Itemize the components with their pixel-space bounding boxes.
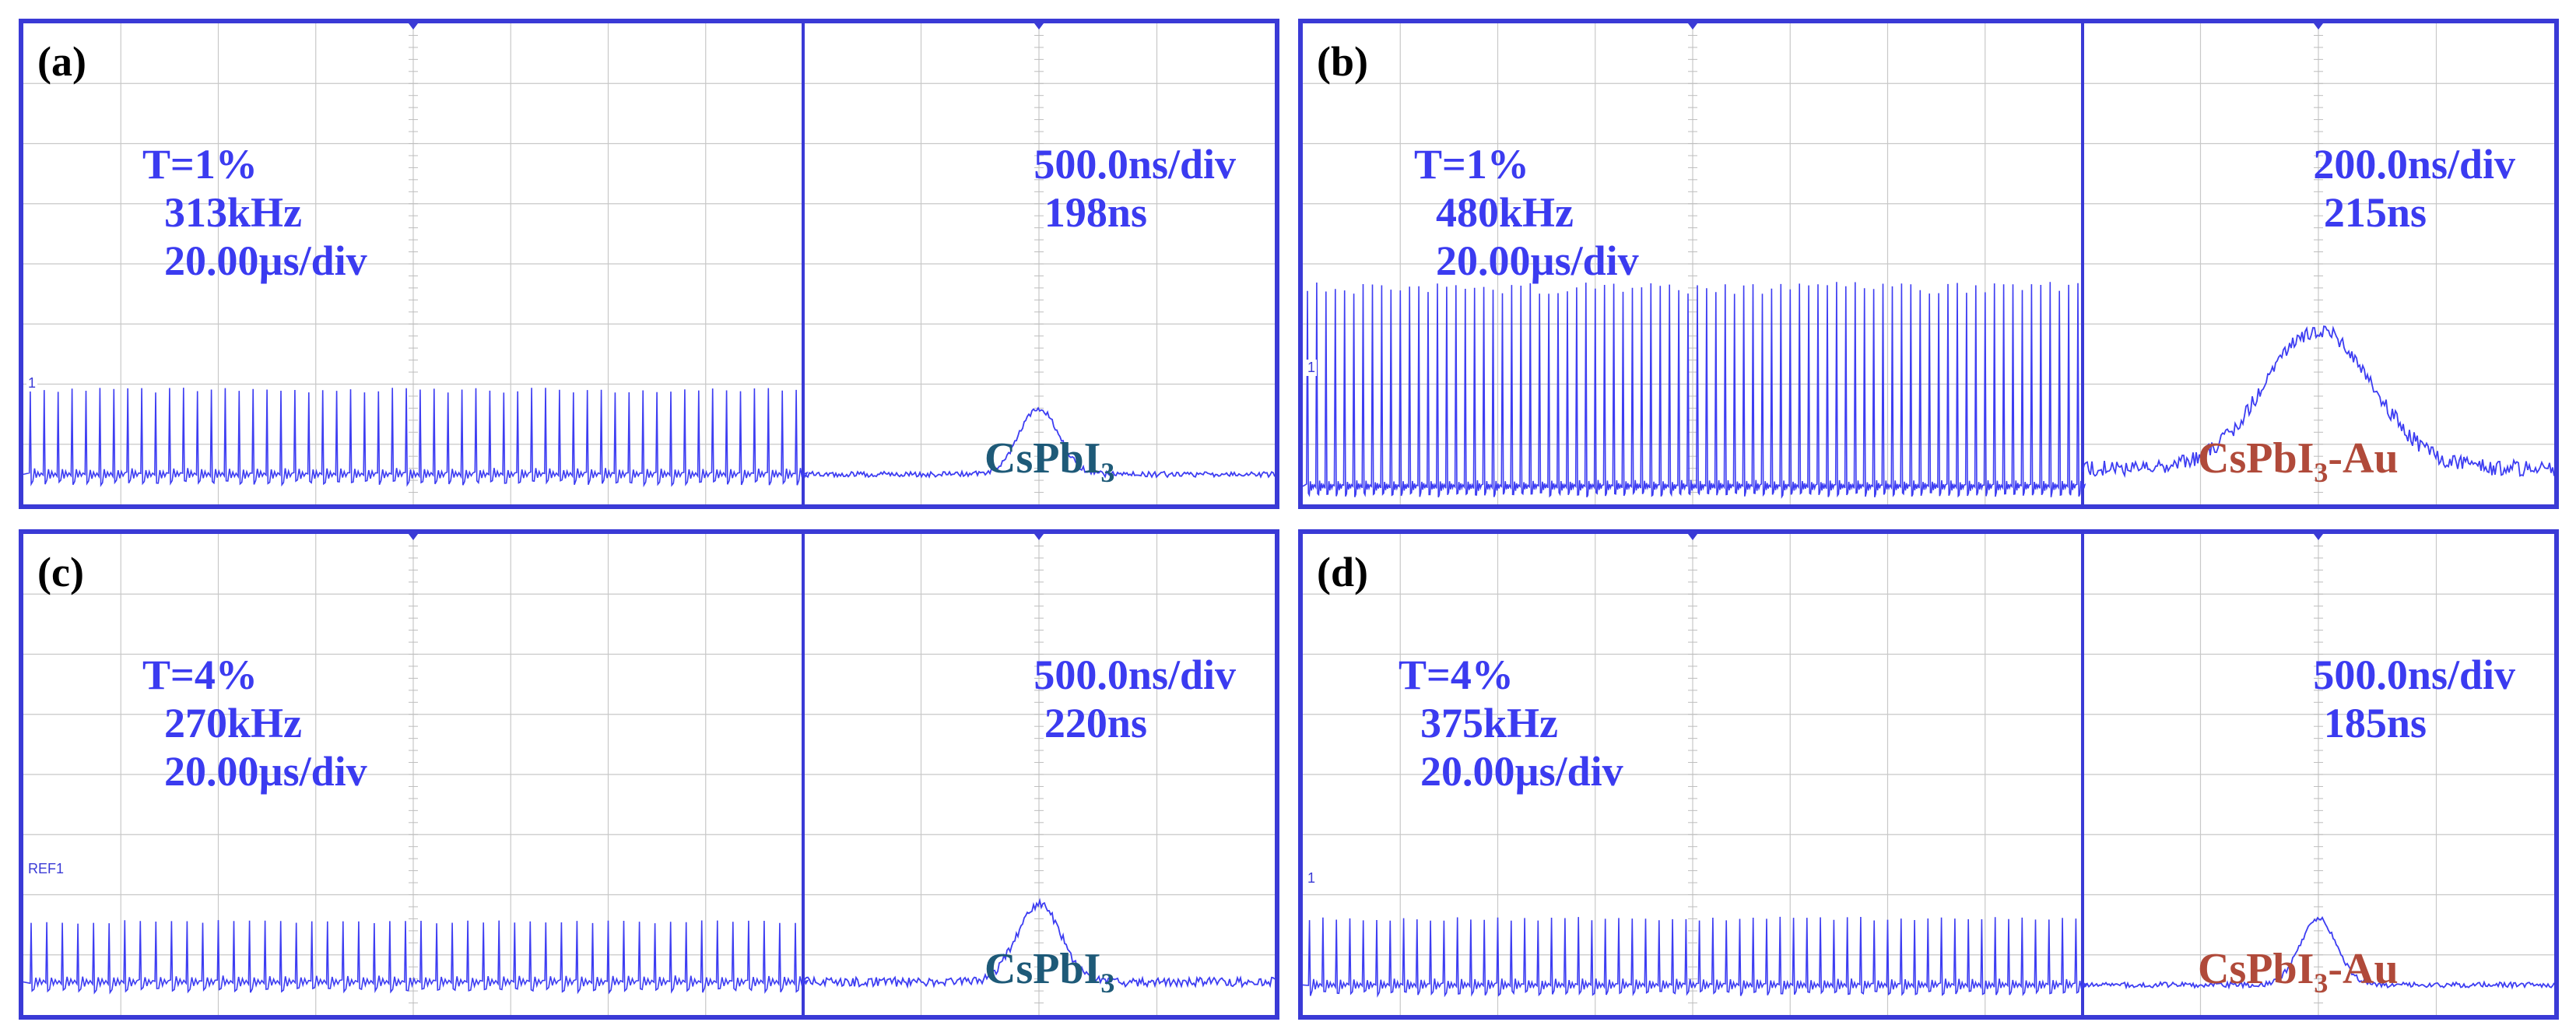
sample-name: CsPbI3-Au <box>2198 434 2399 489</box>
oscilloscope-screen-b <box>1303 23 2554 504</box>
sample-main: CsPbI <box>984 434 1101 483</box>
pulse-train-trace <box>23 920 809 995</box>
timebase-right-label: 500.0ns/div <box>1034 141 1236 188</box>
channel-marker: 1 <box>26 375 38 392</box>
grid <box>23 534 1275 1015</box>
right-readout: 500.0ns/div 185ns <box>2271 602 2515 795</box>
axis-ticks <box>409 23 1044 493</box>
single-pulse-trace <box>2082 325 2554 479</box>
panel-b: (b) T=1% 480kHz 20.00µs/div 200.0ns/div … <box>1298 19 2559 509</box>
axis-ticks <box>1688 534 2323 1004</box>
left-readout: T=1% 480kHz 20.00µs/div <box>1373 92 1639 333</box>
pulse-width-label: 185ns <box>2323 700 2427 746</box>
channel-marker: 1 <box>1306 360 1318 376</box>
sample-name: CsPbI3-Au <box>2198 944 2399 999</box>
trigger-marker <box>409 23 418 30</box>
frequency-label: 313kHz <box>164 189 303 236</box>
sample-main: CsPbI <box>2198 434 2315 483</box>
pulse-train-trace <box>23 388 809 488</box>
trigger-marker <box>1688 23 1697 30</box>
frequency-label: 270kHz <box>164 700 303 746</box>
timebase-left-label: 20.00µs/div <box>164 237 367 284</box>
timebase-left-label: 20.00µs/div <box>1436 237 1639 284</box>
transmittance-label: T=4% <box>1399 651 1514 698</box>
axis-ticks <box>1688 23 2323 493</box>
left-readout: T=4% 270kHz 20.00µs/div <box>101 602 367 844</box>
panel-a: (a) T=1% 313kHz 20.00µs/div 500.0ns/div … <box>19 19 1279 509</box>
channel-marker: 1 <box>1306 870 1318 887</box>
timebase-right-label: 500.0ns/div <box>1034 651 1236 698</box>
frequency-label: 375kHz <box>1420 700 1559 746</box>
trigger-marker <box>1034 23 1044 30</box>
left-readout: T=1% 313kHz 20.00µs/div <box>101 92 367 333</box>
right-readout: 500.0ns/div 220ns <box>991 602 1236 795</box>
sample-main: CsPbI <box>2198 944 2315 993</box>
sample-suffix: -Au <box>2328 944 2399 993</box>
pulse-width-label: 220ns <box>1044 700 1147 746</box>
timebase-right-label: 500.0ns/div <box>2313 651 2515 698</box>
grid <box>23 23 1275 504</box>
pulse-width-label: 198ns <box>1044 189 1147 236</box>
sample-name: CsPbI3 <box>984 944 1114 999</box>
oscilloscope-screen-d <box>1303 534 2554 1015</box>
left-readout: T=4% 375kHz 20.00µs/div <box>1357 602 1623 844</box>
oscilloscope-screen-a <box>23 23 1275 504</box>
single-pulse-trace <box>802 406 1275 479</box>
frequency-label: 480kHz <box>1436 189 1574 236</box>
trigger-marker <box>2314 534 2323 540</box>
panel-label: (d) <box>1317 549 1368 595</box>
panel-d: (d) T=4% 375kHz 20.00µs/div 500.0ns/div … <box>1298 529 2559 1020</box>
sample-suffix: -Au <box>2328 434 2399 483</box>
pulse-train-trace <box>1303 282 2086 499</box>
axis-ticks <box>409 534 1044 1004</box>
grid <box>1303 534 2554 1015</box>
sample-name: CsPbI3 <box>984 434 1114 489</box>
sample-subscript: 3 <box>1100 968 1115 999</box>
single-pulse-trace <box>802 897 1275 989</box>
panel-label: (a) <box>37 38 86 85</box>
right-readout: 200.0ns/div 215ns <box>2271 92 2515 285</box>
trigger-marker <box>1034 534 1044 540</box>
panel-label: (c) <box>37 549 84 595</box>
oscilloscope-screen-c <box>23 534 1275 1015</box>
single-pulse-trace <box>2082 915 2554 990</box>
transmittance-label: T=1% <box>1414 141 1529 188</box>
right-readout: 500.0ns/div 198ns <box>991 92 1236 285</box>
transmittance-label: T=1% <box>142 141 258 188</box>
timebase-right-label: 200.0ns/div <box>2313 141 2515 188</box>
trigger-marker <box>2314 23 2323 30</box>
timebase-left-label: 20.00µs/div <box>1420 748 1623 795</box>
pulse-width-label: 215ns <box>2323 189 2427 236</box>
pulse-train-trace <box>1303 916 2088 998</box>
sample-subscript: 3 <box>1100 457 1115 488</box>
panel-c: (c) T=4% 270kHz 20.00µs/div 500.0ns/div … <box>19 529 1279 1020</box>
panel-label: (b) <box>1317 38 1368 85</box>
transmittance-label: T=4% <box>142 651 258 698</box>
timebase-left-label: 20.00µs/div <box>164 748 367 795</box>
trigger-marker <box>409 534 418 540</box>
trigger-marker <box>1688 534 1697 540</box>
channel-marker: REF1 <box>26 861 66 877</box>
sample-main: CsPbI <box>984 944 1101 993</box>
sample-subscript: 3 <box>2314 968 2329 999</box>
sample-subscript: 3 <box>2314 457 2329 488</box>
